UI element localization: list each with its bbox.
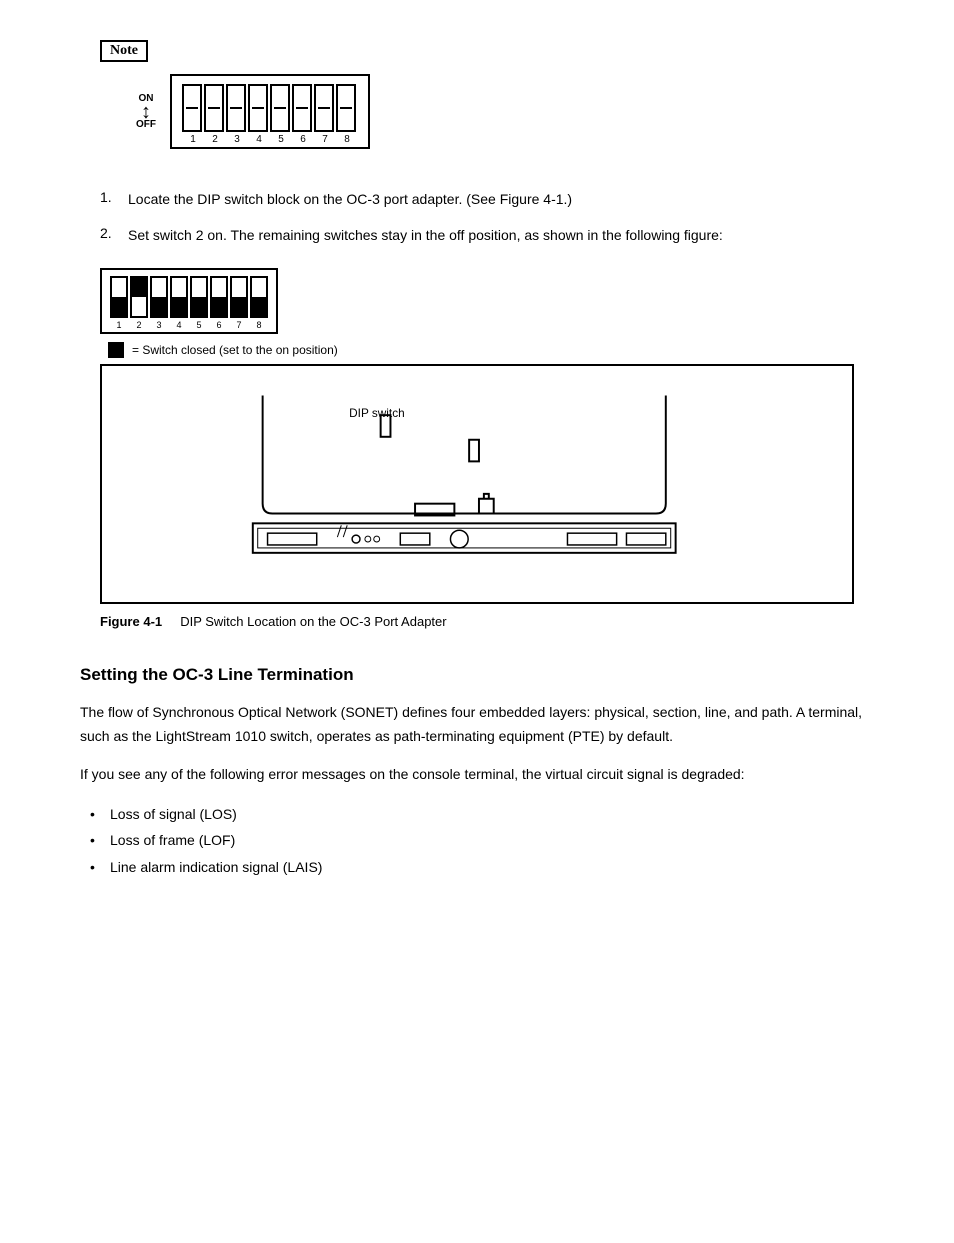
- dip-example-numbers: 1 2 3 4 5 6 7 8: [110, 320, 268, 330]
- step-item: 1. Locate the DIP switch block on the OC…: [100, 189, 874, 211]
- dip-num: 7: [230, 320, 248, 330]
- board-illustration: DIP switch: [102, 366, 852, 602]
- dip-num: 7: [314, 134, 336, 145]
- dip-generic-row: ON ↕ OFF 1 2 3 4 5 6 7 8: [134, 74, 874, 149]
- step-text: Locate the DIP switch block on the OC-3 …: [128, 189, 572, 211]
- dip-switch: [150, 276, 168, 318]
- dip-example-block: 1 2 3 4 5 6 7 8: [100, 268, 278, 334]
- legend-text: = Switch closed (set to the on position): [132, 343, 338, 357]
- dip-generic-numbers: 1 2 3 4 5 6 7 8: [182, 134, 358, 145]
- dip-switch: [190, 276, 208, 318]
- bullet-text: Loss of frame (LOF): [110, 827, 235, 854]
- dip-num: 8: [250, 320, 268, 330]
- dip-num: 3: [226, 134, 248, 145]
- legend: = Switch closed (set to the on position): [108, 342, 874, 358]
- dip-num: 6: [210, 320, 228, 330]
- figure-caption: Figure 4-1 DIP Switch Location on the OC…: [100, 614, 874, 629]
- dip-generic-switch: [336, 84, 356, 132]
- step-number: 1.: [100, 189, 128, 211]
- section-para-2: If you see any of the following error me…: [80, 763, 874, 787]
- section-para-1: The flow of Synchronous Optical Network …: [80, 701, 874, 749]
- note-label: Note: [110, 43, 138, 58]
- dip-generic-switch: [204, 84, 224, 132]
- step-item: 2. Set switch 2 on. The remaining switch…: [100, 225, 874, 247]
- arrow-column: ON ↕ OFF: [134, 94, 158, 130]
- bullet-list: Loss of signal (LOS) Loss of frame (LOF)…: [90, 801, 874, 881]
- dip-num: 6: [292, 134, 314, 145]
- dip-switch: [130, 276, 148, 318]
- bullet-text: Loss of signal (LOS): [110, 801, 237, 828]
- dip-example-switches: [110, 276, 268, 320]
- dip-num: 8: [336, 134, 358, 145]
- dip-switch: [210, 276, 228, 318]
- dip-switch-label: DIP switch: [349, 407, 405, 421]
- double-arrow-icon: ↕: [141, 104, 151, 120]
- bullet-item: Line alarm indication signal (LAIS): [90, 854, 874, 881]
- section-title: Setting the OC-3 Line Termination: [80, 665, 874, 685]
- dip-generic-switch: [182, 84, 202, 132]
- figure-box: DIP switch: [100, 364, 854, 604]
- dip-num: 4: [170, 320, 188, 330]
- dip-generic-switches: [182, 84, 358, 134]
- dip-generic-block: 1 2 3 4 5 6 7 8: [170, 74, 370, 149]
- dip-generic-switch: [270, 84, 290, 132]
- step-number: 2.: [100, 225, 128, 247]
- figure-number: Figure 4-1: [100, 614, 162, 629]
- dip-switch: [170, 276, 188, 318]
- dip-generic-switch: [314, 84, 334, 132]
- dip-generic-switch: [226, 84, 246, 132]
- bullet-item: Loss of frame (LOF): [90, 827, 874, 854]
- bullet-item: Loss of signal (LOS): [90, 801, 874, 828]
- dip-switch: [250, 276, 268, 318]
- dip-switch: [110, 276, 128, 318]
- dip-num: 3: [150, 320, 168, 330]
- dip-num: 5: [190, 320, 208, 330]
- dip-num: 4: [248, 134, 270, 145]
- dip-generic-switch: [248, 84, 268, 132]
- arrow-off-label: OFF: [136, 120, 156, 130]
- dip-generic-switch: [292, 84, 312, 132]
- dip-num: 1: [182, 134, 204, 145]
- legend-square-icon: [108, 342, 124, 358]
- dip-num: 1: [110, 320, 128, 330]
- dip-num: 2: [130, 320, 148, 330]
- dip-num: 2: [204, 134, 226, 145]
- step-list: 1. Locate the DIP switch block on the OC…: [100, 189, 874, 246]
- dip-num: 5: [270, 134, 292, 145]
- note-box: Note: [100, 40, 148, 62]
- bullet-text: Line alarm indication signal (LAIS): [110, 854, 322, 881]
- dip-switch: [230, 276, 248, 318]
- step-text: Set switch 2 on. The remaining switches …: [128, 225, 723, 247]
- figure-title: DIP Switch Location on the OC-3 Port Ada…: [180, 614, 446, 629]
